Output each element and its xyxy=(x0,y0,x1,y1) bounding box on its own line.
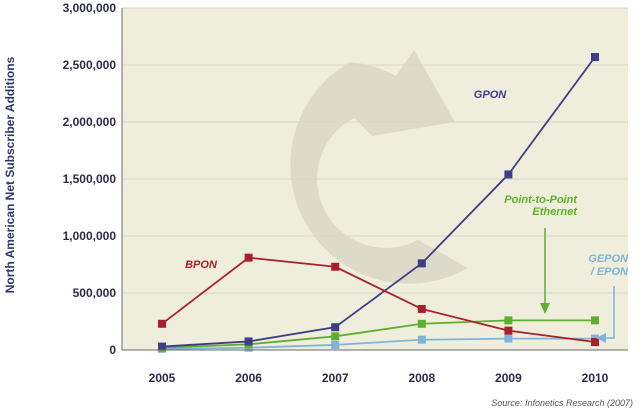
data-point-bpon-2010 xyxy=(591,338,599,347)
y-tick-label-5: 2,500,000 xyxy=(63,58,117,72)
y-tick-label-2: 1,000,000 xyxy=(63,229,117,243)
y-tick-label-1: 500,000 xyxy=(73,286,117,300)
source-note: Source: Infonetics Research (2007) xyxy=(491,398,633,408)
data-point-bpon-2005 xyxy=(158,319,166,328)
series-label-bpon: BPON xyxy=(185,259,218,271)
series-line-gepon-epon xyxy=(161,337,595,350)
y-tick-label-4: 2,000,000 xyxy=(63,115,117,129)
logo-watermark xyxy=(290,50,468,284)
series-label-gepon-epon: GEPON / EPON xyxy=(588,253,629,278)
data-point-point-to-point-ethernet-2007 xyxy=(331,332,340,341)
x-tick-label-2007: 2007 xyxy=(322,371,349,385)
x-tick-label-2008: 2008 xyxy=(408,371,435,385)
data-point-bpon-2008 xyxy=(417,304,426,313)
data-point-gepon-epon-2009 xyxy=(504,334,513,343)
data-point-gpon-2006 xyxy=(244,337,253,346)
pointer-gepon xyxy=(603,286,615,339)
data-point-gpon-2005 xyxy=(158,342,166,351)
x-tick-label-2010: 2010 xyxy=(582,371,609,385)
pointer-arrowhead-gepon xyxy=(596,333,606,343)
data-point-point-to-point-ethernet-2009 xyxy=(504,316,513,325)
y-axis-label: North American Net Subscriber Additions xyxy=(3,56,17,293)
axes: 0 500,000 1,000,000 1,500,000 2,000,000 2,500… xyxy=(63,1,628,385)
y-tick-label-0: 0 xyxy=(109,343,116,357)
series-label-line: / EPON xyxy=(590,266,629,278)
data-point-gpon-2008 xyxy=(417,259,426,268)
series-line-gpon xyxy=(161,56,596,348)
series-label-gpon: GPON xyxy=(474,89,507,101)
series-label-line: GPON xyxy=(474,89,507,101)
series-line-bpon xyxy=(161,256,596,343)
x-tick-label-2005: 2005 xyxy=(149,371,176,385)
series-gpon xyxy=(158,53,599,351)
x-tick-label-2006: 2006 xyxy=(235,371,262,385)
series-label-line: Point-to-Point xyxy=(504,194,578,206)
data-point-bpon-2009 xyxy=(504,326,513,335)
series-label-point-to-point-ethernet: Point-to-Point Ethernet xyxy=(504,194,578,218)
series-labels: BPON GPON Point-to-Point Ethernet GEPON / EPO… xyxy=(185,89,629,343)
series-label-line: BPON xyxy=(185,259,218,271)
data-point-gepon-epon-2008 xyxy=(417,335,426,344)
data-point-gepon-epon-2007 xyxy=(331,340,340,349)
data-point-bpon-2007 xyxy=(331,262,340,271)
x-tick-label-2009: 2009 xyxy=(495,371,522,385)
pointer-arrowhead-point-to-point xyxy=(540,303,550,314)
data-point-point-to-point-ethernet-2008 xyxy=(417,319,426,328)
data-point-gpon-2010 xyxy=(591,53,599,62)
y-tick-label-6: 3,000,000 xyxy=(63,1,117,15)
data-point-point-to-point-ethernet-2010 xyxy=(591,316,599,325)
data-point-bpon-2006 xyxy=(244,253,253,262)
series-line-point-to-point-ethernet xyxy=(161,319,595,349)
series-label-line: GEPON xyxy=(588,253,629,265)
series-layer xyxy=(158,53,599,353)
y-tick-label-3: 1,500,000 xyxy=(63,172,117,186)
series-label-line: Ethernet xyxy=(532,206,578,218)
series-bpon xyxy=(158,253,599,347)
data-point-gpon-2007 xyxy=(331,323,340,332)
data-point-gpon-2009 xyxy=(504,170,513,179)
gridlines xyxy=(122,7,628,294)
